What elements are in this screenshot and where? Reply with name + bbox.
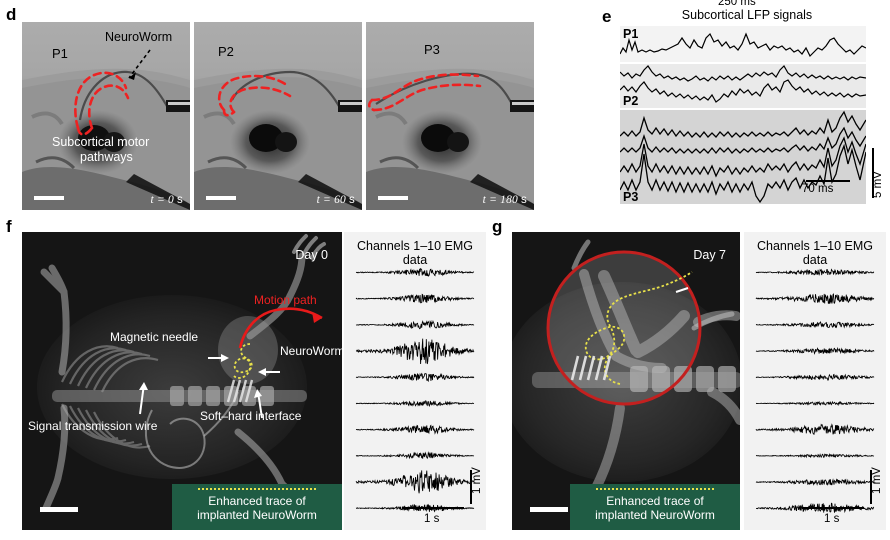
annotation-magnetic-needle: Magnetic needle — [110, 330, 199, 344]
emg-time-scale-label-g: 1 s — [824, 513, 840, 525]
emg-time-scale-label-f: 1 s — [424, 513, 440, 525]
scale-bar-p2 — [206, 196, 236, 200]
scale-bar-f — [40, 507, 78, 512]
legend-line1-f: Enhanced trace of — [208, 494, 306, 508]
legend-line2-f: implanted NeuroWorm — [197, 508, 317, 523]
emg-channel-trace — [755, 478, 875, 486]
emg-channel-trace — [355, 424, 475, 435]
emg-channel-trace — [755, 400, 875, 407]
lfp-time-scale-label: 70 ms — [802, 183, 834, 195]
emg-channel-trace — [355, 267, 475, 277]
timestamp-p2: t = 60 s — [316, 194, 355, 206]
lfp-time-scale-bar — [806, 180, 850, 182]
legend-line1-g: Enhanced trace of — [606, 494, 704, 508]
lfp-trace-p1 — [620, 32, 866, 58]
neuroworm-annotation-d: NeuroWorm — [105, 30, 173, 44]
emg-channel-trace — [755, 373, 875, 381]
emg-channel-trace — [355, 338, 475, 365]
position-label-p2: P2 — [218, 44, 234, 59]
timestamp-p1: t = 0 s — [150, 194, 183, 206]
panel-letter-f: f — [6, 217, 12, 236]
annotation-motion-path: Motion path — [254, 293, 317, 307]
xray-frame-p3: P3 t = 180 s — [366, 22, 534, 210]
emg-channel-trace — [755, 268, 875, 276]
subcortical-pathway-label-line2: pathways — [80, 150, 133, 164]
lfp-band-tag-p2: P2 — [623, 93, 639, 108]
position-label-p1: P1 — [52, 46, 68, 61]
panel-letter-e: e — [602, 7, 612, 26]
panel-e: e 250 ms Subcortical LFP signals P1 P2 — [600, 0, 890, 212]
emg-channel-trace — [755, 346, 875, 355]
lfp-top-scale-label: 250 ms — [718, 0, 756, 8]
xray-image-p2 — [194, 22, 362, 210]
emg-time-scale-bar-f — [402, 507, 464, 509]
emg-panel-f: Channels 1–10 EMG data 1 s 1 mV — [344, 232, 486, 530]
subcortical-pathway-label-line1: Subcortical motor — [52, 135, 150, 149]
emg-traces-g — [755, 268, 875, 514]
panel-e-title: Subcortical LFP signals — [681, 8, 813, 22]
emg-voltage-scale-label-f: 1 mV — [471, 467, 483, 494]
radiograph-day7-image — [512, 232, 740, 530]
emg-voltage-scale-bar-f — [470, 470, 472, 504]
radiograph-day0-image — [22, 232, 342, 530]
xray-frame-p1: P1 NeuroWorm Subcortical motor pathways … — [22, 22, 190, 210]
xray-image-p1 — [22, 22, 190, 210]
emg-channel-trace — [755, 423, 875, 435]
lfp-band-tag-p1: P1 — [623, 27, 639, 41]
annotation-neuroworm: NeuroWorm — [280, 344, 342, 358]
day-label-f: Day 0 — [295, 248, 328, 262]
emg-channel-trace — [355, 399, 475, 407]
emg-channel-trace — [755, 453, 875, 459]
emg-channel-trace — [755, 321, 875, 329]
panel-letter-g: g — [492, 217, 503, 236]
legend-dashed-line-f — [198, 488, 316, 490]
position-label-p3: P3 — [424, 42, 440, 57]
lfp-voltage-scale-bar — [872, 148, 874, 198]
annotation-signal-wire: Signal transmission wire — [28, 419, 158, 433]
lfp-band-p2: P2 — [620, 64, 866, 108]
xray-image-p3 — [366, 22, 534, 210]
emg-voltage-scale-bar-g — [870, 470, 872, 504]
timestamp-p3: t = 180 s — [482, 194, 527, 206]
lfp-band-tag-p3: P3 — [623, 189, 639, 204]
emg-channel-trace — [355, 372, 475, 383]
lfp-band-p3: P3 — [620, 110, 866, 204]
xray-frame-p2: P2 t = 60 s — [194, 22, 362, 210]
emg-panel-g: Channels 1–10 EMG data 1 s 1 mV — [744, 232, 886, 530]
emg-title-f: Channels 1–10 EMG data — [356, 239, 474, 267]
lfp-band-p1: P1 — [620, 26, 866, 62]
emg-channel-trace — [755, 293, 875, 304]
emg-voltage-scale-label-g: 1 mV — [871, 467, 883, 494]
emg-time-scale-bar-g — [802, 507, 864, 509]
emg-channel-trace — [355, 451, 475, 460]
scale-bar-g — [530, 507, 568, 512]
lfp-voltage-scale-label: 5 mV — [872, 171, 884, 198]
legend-dashed-line-g — [596, 488, 714, 490]
lfp-traces-p3 — [620, 110, 866, 204]
legend-line2-g: implanted NeuroWorm — [595, 508, 715, 523]
legend-box-f: Enhanced trace of implanted NeuroWorm — [172, 484, 342, 530]
radiograph-day0: Day 0 Motion path Magnetic needle NeuroW… — [22, 232, 342, 530]
emg-channel-trace — [355, 293, 475, 304]
day-label-g: Day 7 — [693, 248, 726, 262]
emg-channel-trace — [355, 470, 475, 494]
scale-bar-p3 — [378, 196, 408, 200]
emg-traces-f — [355, 267, 475, 513]
lfp-traces-p2 — [620, 65, 866, 103]
emg-channel-trace — [355, 319, 475, 330]
emg-title-g: Channels 1–10 EMG data — [756, 239, 874, 267]
panel-letter-d: d — [6, 5, 17, 24]
legend-box-g: Enhanced trace of implanted NeuroWorm — [570, 484, 740, 530]
annotation-soft-hard-interface: Soft–hard interface — [200, 409, 302, 423]
scale-bar-p1 — [34, 196, 64, 200]
radiograph-day7: Day 7 Enhanced trace of implanted NeuroW… — [512, 232, 740, 530]
